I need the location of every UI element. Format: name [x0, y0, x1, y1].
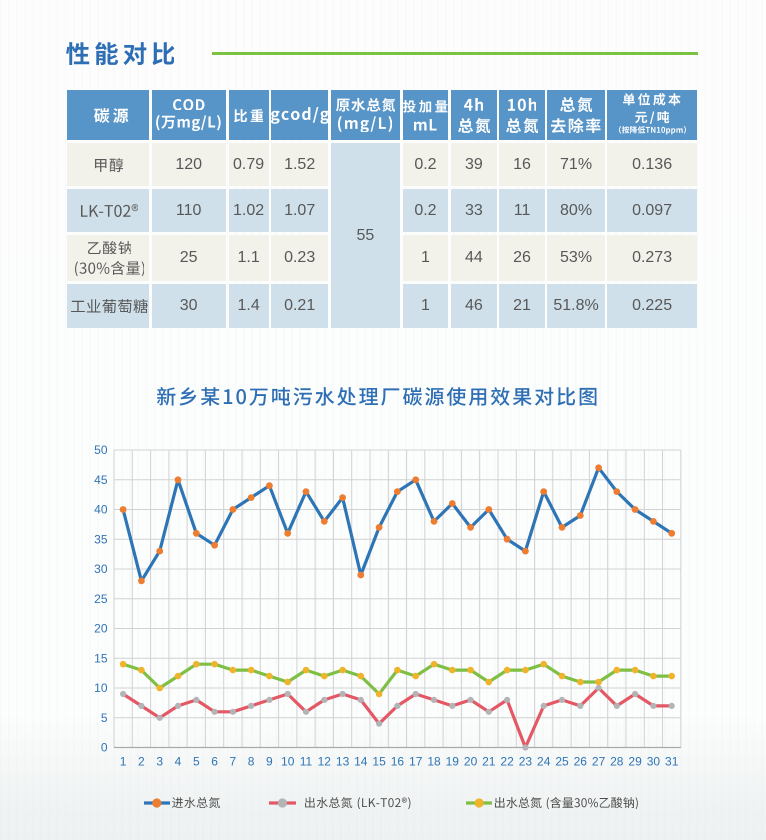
svg-text:28: 28 [610, 755, 624, 769]
svg-text:10: 10 [94, 681, 108, 695]
svg-text:30: 30 [94, 562, 108, 576]
svg-text:15: 15 [94, 652, 108, 666]
svg-text:19: 19 [446, 755, 460, 769]
svg-text:16: 16 [391, 755, 405, 769]
svg-text:30: 30 [647, 755, 661, 769]
svg-text:25: 25 [94, 592, 108, 606]
svg-text:45: 45 [94, 473, 108, 487]
svg-text:3: 3 [156, 755, 163, 769]
svg-text:14: 14 [354, 755, 368, 769]
svg-text:0: 0 [101, 741, 108, 755]
svg-text:40: 40 [94, 503, 108, 517]
svg-text:25: 25 [555, 755, 569, 769]
svg-text:13: 13 [336, 755, 350, 769]
svg-text:18: 18 [427, 755, 441, 769]
svg-text:20: 20 [94, 622, 108, 636]
svg-text:9: 9 [266, 755, 273, 769]
svg-text:4: 4 [175, 755, 182, 769]
svg-text:15: 15 [372, 755, 386, 769]
svg-text:26: 26 [574, 755, 588, 769]
svg-text:1: 1 [120, 755, 127, 769]
svg-text:31: 31 [665, 755, 679, 769]
svg-text:12: 12 [318, 755, 332, 769]
svg-text:22: 22 [500, 755, 514, 769]
svg-text:27: 27 [592, 755, 606, 769]
svg-text:21: 21 [482, 755, 496, 769]
svg-text:23: 23 [519, 755, 533, 769]
svg-text:50: 50 [94, 443, 108, 457]
svg-text:5: 5 [101, 711, 108, 725]
svg-text:29: 29 [628, 755, 642, 769]
svg-text:6: 6 [211, 755, 218, 769]
svg-text:24: 24 [537, 755, 551, 769]
svg-text:8: 8 [248, 755, 255, 769]
svg-text:5: 5 [193, 755, 200, 769]
svg-text:17: 17 [409, 755, 423, 769]
svg-text:35: 35 [94, 533, 108, 547]
svg-text:2: 2 [138, 755, 145, 769]
svg-text:20: 20 [464, 755, 478, 769]
svg-text:7: 7 [230, 755, 237, 769]
svg-text:11: 11 [300, 755, 313, 769]
svg-text:10: 10 [281, 755, 295, 769]
